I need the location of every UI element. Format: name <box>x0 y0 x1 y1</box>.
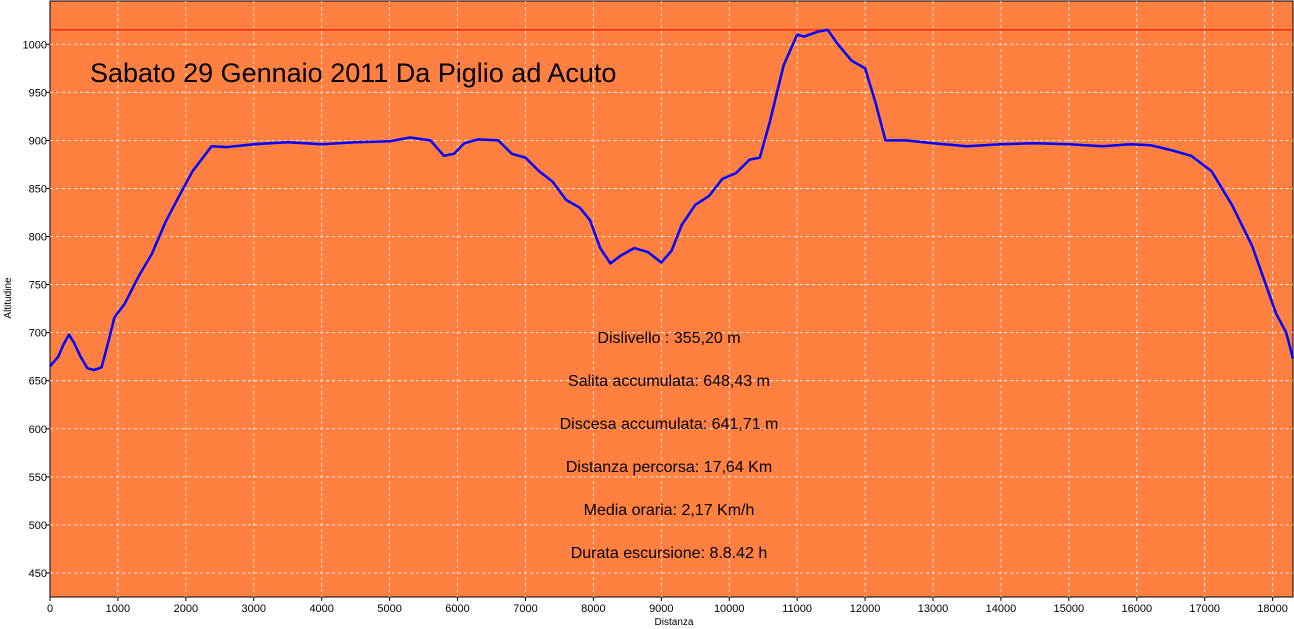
x-tick-label: 1000 <box>106 603 130 615</box>
x-tick-label: 18000 <box>1257 603 1288 615</box>
stats-block: Dislivello : 355,20 m Salita accumulata:… <box>560 330 779 562</box>
x-tick-label: 7000 <box>513 603 537 615</box>
y-tick-label: 800 <box>29 232 47 244</box>
x-tick-label: 3000 <box>242 603 266 615</box>
x-tick-label: 12000 <box>850 603 881 615</box>
stat-salita: Salita accumulata: 648,43 m <box>568 373 770 390</box>
chart-title: Sabato 29 Gennaio 2011 Da Piglio ad Acut… <box>90 58 616 88</box>
y-tick-label: 550 <box>29 472 47 484</box>
x-axis-label: Distanza <box>655 617 694 628</box>
y-axis-label: Altitudine <box>3 277 14 319</box>
y-tick-label: 950 <box>29 87 47 99</box>
stat-media: Media oraria: 2,17 Km/h <box>584 502 755 519</box>
stat-durata: Durata escursione: 8.8.42 h <box>571 545 768 562</box>
elevation-series-line <box>49 28 1294 372</box>
x-tick-label: 17000 <box>1189 603 1220 615</box>
stat-dislivello: Dislivello : 355,20 m <box>597 330 740 347</box>
y-tick-label: 1000 <box>23 39 47 51</box>
x-tick-label: 9000 <box>649 603 673 615</box>
x-tick-label: 15000 <box>1054 603 1085 615</box>
x-tick-label: 11000 <box>782 603 812 615</box>
y-tick-label: 700 <box>29 328 47 340</box>
y-tick-label: 600 <box>29 424 47 436</box>
x-tick-label: 6000 <box>445 603 469 615</box>
y-axis-ticks: 450 500 550 600 650 700 750 800 850 900 950 1000 <box>23 39 50 580</box>
x-tick-label: 8000 <box>581 603 605 615</box>
y-tick-label: 500 <box>29 520 47 532</box>
plot-area <box>49 0 1294 598</box>
x-tick-label: 10000 <box>714 603 745 615</box>
x-tick-label: 16000 <box>1121 603 1152 615</box>
y-tick-label: 850 <box>29 183 47 195</box>
x-tick-label: 5000 <box>377 603 401 615</box>
y-tick-label: 650 <box>29 376 47 388</box>
x-tick-label: 2000 <box>174 603 198 615</box>
stat-distanza: Distanza percorsa: 17,64 Km <box>566 459 772 476</box>
x-axis-ticks: 0 1000 2000 3000 4000 5000 6000 7000 8000 9000 100… <box>47 597 1288 615</box>
y-tick-label: 900 <box>29 135 47 147</box>
stat-discesa: Discesa accumulata: 641,71 m <box>560 416 779 433</box>
x-tick-label: 14000 <box>986 603 1017 615</box>
y-tick-label: 750 <box>29 280 47 292</box>
y-tick-label: 450 <box>29 568 47 580</box>
x-tick-label: 13000 <box>918 603 949 615</box>
x-tick-label: 4000 <box>309 603 333 615</box>
x-tick-label: 0 <box>47 603 53 615</box>
